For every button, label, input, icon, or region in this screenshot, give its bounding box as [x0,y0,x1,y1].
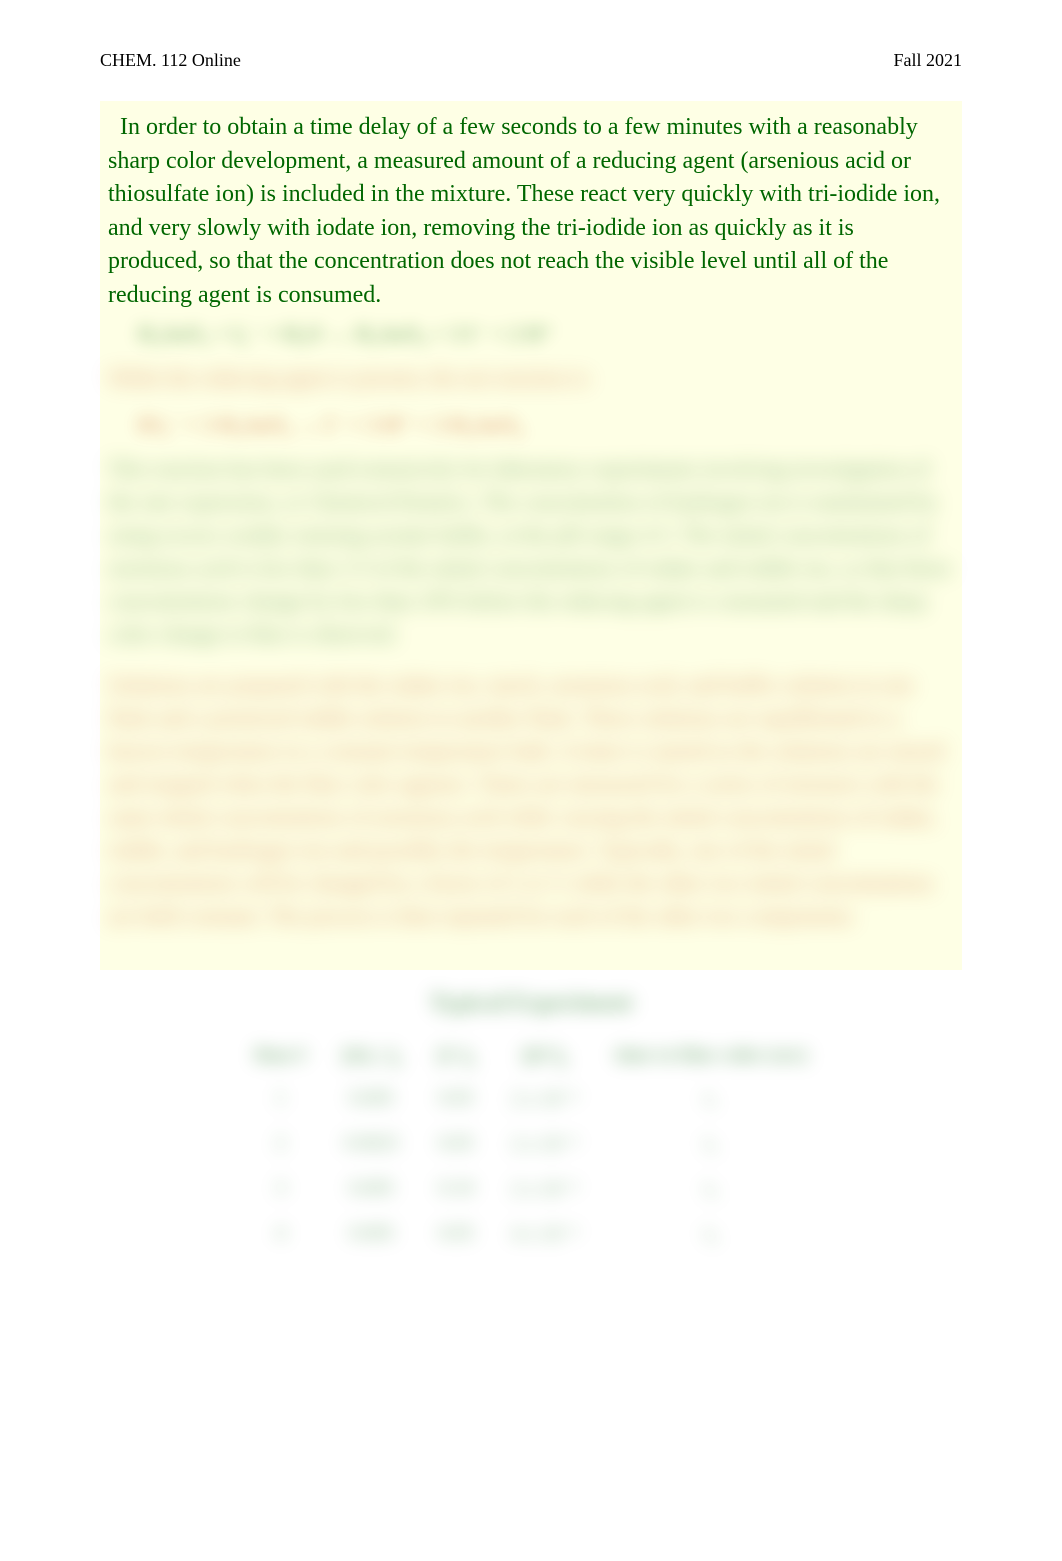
page-header: CHEM. 112 Online Fall 2021 [100,50,962,71]
document-page: CHEM. 112 Online Fall 2021 In order to o… [0,0,1062,1306]
table-cell: 0.0025 [324,1121,419,1166]
table-cell: 2 x 10⁻⁵ [493,1166,597,1211]
clear-text: In order to obtain a time delay of a few… [108,114,940,308]
table-cell: 0.005 [324,1166,419,1211]
table-cell: t₄ [597,1211,826,1256]
table-cell: 0.005 [324,1211,419,1256]
paragraph-blur-2: Solutions are prepared with the iodate i… [108,668,954,932]
table-title: Typical Experiment [100,990,962,1017]
table-header: time to blue color (sec) [597,1035,826,1076]
table-row: 2 0.0025 0.05 2 x 10⁻⁵ t₂ [236,1121,825,1166]
course-label: CHEM. 112 Online [100,50,241,71]
paragraph-blur-intro: While the reducing agent is present, the… [108,361,954,394]
table-cell: 1 [236,1076,324,1121]
table-cell: t₂ [597,1121,826,1166]
table-header: [H⁺]₀ [493,1035,597,1076]
table-cell: 0.05 [419,1076,493,1121]
table-cell: t₃ [597,1166,826,1211]
table-cell: 4 x 10⁻⁵ [493,1211,597,1256]
table-header: [I⁻]₀ [419,1035,493,1076]
table-header-row: Run # [IO₃⁻]₀ [I⁻]₀ [H⁺]₀ time to blue c… [236,1035,825,1076]
table-row: 1 0.005 0.05 2 x 10⁻⁵ t₁ [236,1076,825,1121]
paragraph-blur-1: This reaction has been used extensively … [108,452,954,650]
table-header: [IO₃⁻]₀ [324,1035,419,1076]
paragraph-clear: In order to obtain a time delay of a few… [108,111,954,313]
table-cell: t₁ [597,1076,826,1121]
experiment-table: Run # [IO₃⁻]₀ [I⁻]₀ [H⁺]₀ time to blue c… [236,1035,825,1256]
table-cell: 3 [236,1166,324,1211]
table-cell: 0.05 [419,1121,493,1166]
table-cell: 2 x 10⁻⁵ [493,1076,597,1121]
experiment-table-section: Typical Experiment Run # [IO₃⁻]₀ [I⁻]₀ [… [100,990,962,1256]
table-cell: 2 [236,1121,324,1166]
table-row: 4 0.005 0.05 4 x 10⁻⁵ t₄ [236,1211,825,1256]
table-cell: 0.005 [324,1076,419,1121]
content-highlight-box: In order to obtain a time delay of a few… [100,101,962,970]
table-cell: 2 x 10⁻⁵ [493,1121,597,1166]
table-cell: 4 [236,1211,324,1256]
table-cell: 0.05 [419,1211,493,1256]
table-row: 3 0.005 0.10 2 x 10⁻⁵ t₃ [236,1166,825,1211]
equation-2: IO₃⁻ + 3 H₃AsO₃ → I⁻ + 3 H⁺ + 3 H₃AsO₄ [138,412,954,438]
table-header: Run # [236,1035,324,1076]
term-label: Fall 2021 [893,50,962,71]
table-cell: 0.10 [419,1166,493,1211]
equation-1: H₃AsO₃ + I₃⁻ + H₂O → H₃AsO₄ + 3 I⁻ + 2 H… [138,321,954,347]
